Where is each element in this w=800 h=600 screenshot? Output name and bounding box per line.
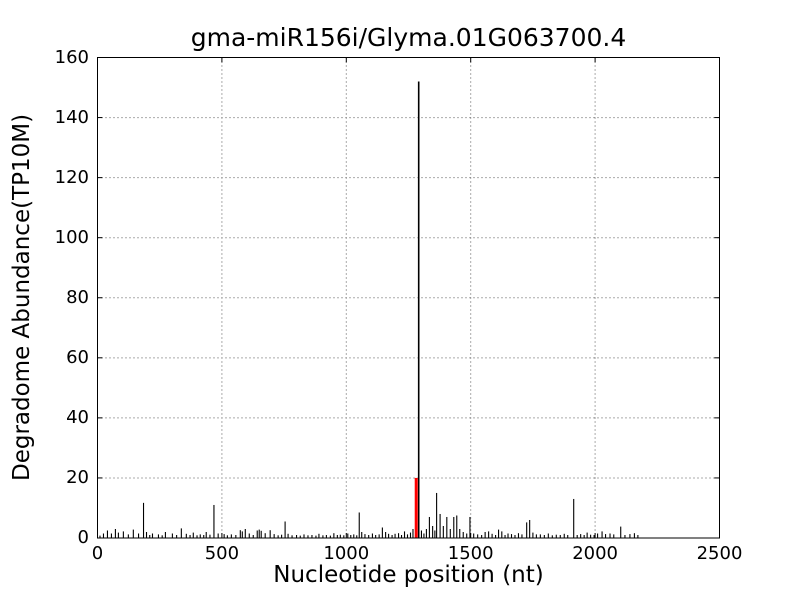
x-tick-label: 1000 <box>323 543 370 564</box>
x-tick-label: 1500 <box>447 543 494 564</box>
x-tick-label: 2500 <box>696 543 743 564</box>
x-tick-label: 0 <box>91 543 104 564</box>
spikes <box>99 81 639 538</box>
y-tick-label: 0 <box>77 527 89 548</box>
x-tick-label: 500 <box>204 543 240 564</box>
chart-title: gma-miR156i/Glyma.01G063700.4 <box>190 23 627 52</box>
y-tick-label: 100 <box>54 226 89 248</box>
x-axis-label: Nucleotide position (nt) <box>273 562 544 588</box>
y-tick-label: 80 <box>66 286 89 308</box>
y-tick-label: 60 <box>66 346 89 368</box>
gridlines <box>97 57 720 538</box>
y-tick-label: 120 <box>54 166 89 188</box>
y-tick-label: 160 <box>54 46 89 68</box>
y-tick-label: 140 <box>54 106 89 128</box>
tick-marks <box>97 57 720 539</box>
y-tick-label: 40 <box>66 406 89 428</box>
x-tick-label: 2000 <box>572 543 618 564</box>
y-tick-label: 20 <box>66 466 89 488</box>
